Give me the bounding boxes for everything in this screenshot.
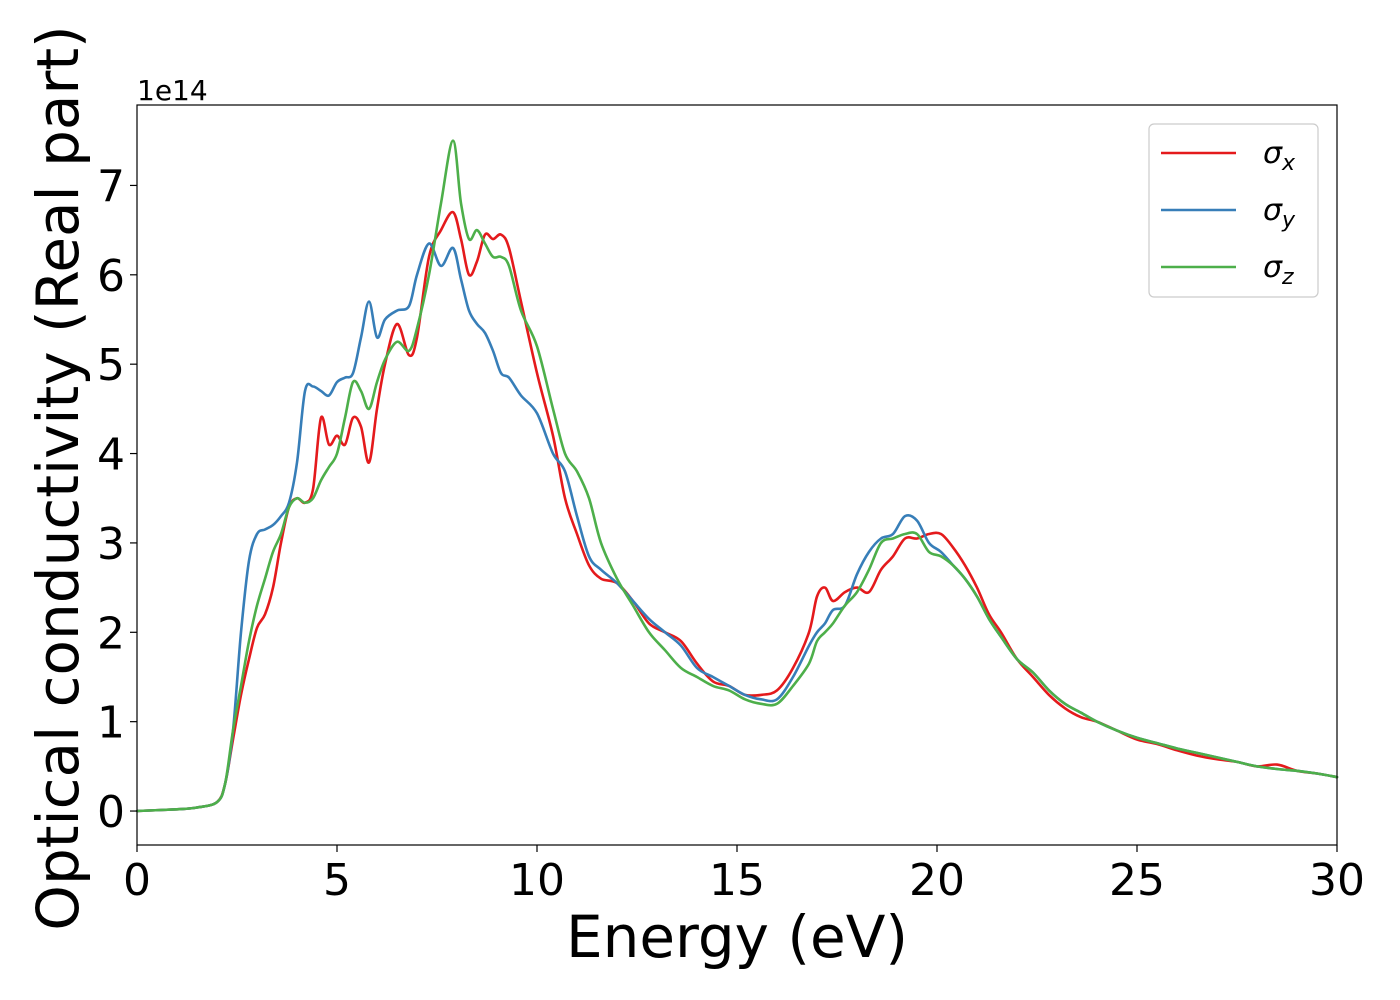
y-tick-label: 7	[97, 161, 125, 212]
y-axis-label: Optical conductivity (Real part)	[24, 25, 92, 930]
x-tick-label: 20	[909, 855, 965, 906]
x-tick-label: 25	[1109, 855, 1165, 906]
y-offset-label: 1e14	[137, 74, 208, 107]
y-axis-ticks: 0 1 2 3 4 5 6 7	[97, 161, 137, 838]
y-tick-label: 4	[97, 430, 125, 481]
y-tick-label: 0	[97, 787, 125, 838]
x-axis-ticks: 0 5 10 15 20 25 30	[123, 845, 1365, 906]
x-axis-label: Energy (eV)	[566, 903, 908, 971]
x-tick-label: 0	[123, 855, 151, 906]
y-tick-label: 1	[97, 698, 125, 749]
series-line-z	[135, 139, 1339, 813]
y-tick-label: 6	[97, 251, 125, 302]
series-layer	[135, 139, 1339, 813]
legend-label-x: σx	[1263, 136, 1296, 176]
legend-label-y: σy	[1263, 193, 1296, 233]
y-tick-label: 5	[97, 340, 125, 391]
x-tick-label: 15	[709, 855, 765, 906]
x-tick-label: 5	[323, 855, 351, 906]
y-tick-label: 3	[97, 519, 125, 570]
y-tick-label: 2	[97, 608, 125, 659]
legend-label-z: σz	[1263, 250, 1294, 290]
x-tick-label: 30	[1309, 855, 1365, 906]
legend: σx σy σz	[1148, 123, 1319, 298]
x-tick-label: 10	[509, 855, 565, 906]
